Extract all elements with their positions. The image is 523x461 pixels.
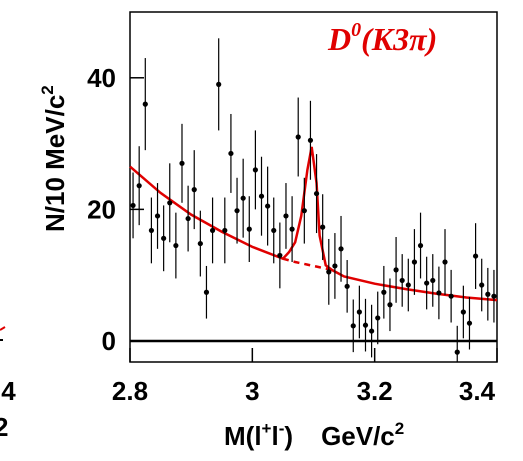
y-axis-label: N/10 MeV/c2: [38, 85, 70, 232]
background-curve: [282, 257, 333, 272]
data-point: [191, 187, 197, 193]
data-point: [167, 200, 173, 206]
data-point: [161, 235, 167, 241]
data-point: [228, 150, 234, 157]
plot-frame: [129, 11, 498, 363]
data-point: [265, 203, 271, 209]
data-point: [442, 259, 448, 265]
data-point: [387, 302, 393, 308]
data-point: [295, 134, 301, 140]
data-point: [289, 226, 295, 232]
data-point: [485, 291, 491, 297]
data-point: [375, 315, 381, 321]
chart-title: D0(K3π): [327, 19, 437, 57]
x-label-sup: +: [262, 419, 272, 438]
y-tick-label: 40: [87, 63, 116, 93]
x-label-part: ): [284, 421, 293, 451]
data-point: [344, 283, 350, 289]
data-point: [393, 267, 399, 273]
data-point: [472, 253, 479, 259]
y-tick-label: 20: [87, 194, 116, 224]
data-point: [154, 213, 161, 219]
data-point: [203, 289, 210, 295]
data-point: [277, 252, 283, 259]
data-point: [216, 81, 222, 87]
data-point: [460, 309, 466, 315]
cropped-label: .4: [0, 376, 16, 406]
data-point: [240, 195, 246, 201]
data-point: [448, 293, 454, 299]
data-point: [350, 323, 356, 329]
data-point: [271, 227, 277, 234]
data-point: [142, 101, 148, 107]
data-point: [491, 293, 497, 299]
data-point: [479, 282, 485, 288]
x-tick-label: 3: [245, 376, 259, 406]
data-point: [246, 226, 252, 232]
data-point: [332, 263, 338, 269]
y-label-text: N/10 MeV/c: [40, 95, 70, 232]
data-point: [197, 240, 203, 247]
x-axis-label: M(l+l-) GeV/c2: [224, 419, 404, 451]
data-point: [411, 259, 418, 265]
data-point: [466, 320, 473, 326]
data-point: [179, 160, 185, 166]
data-point: [381, 289, 387, 295]
x-label-part: M(l: [224, 421, 262, 451]
data-point: [399, 277, 405, 284]
data-point: [424, 280, 430, 286]
data-point: [222, 227, 228, 234]
data-point: [326, 269, 332, 275]
data-point: [252, 167, 258, 173]
x-tick-label: 2.8: [112, 376, 148, 406]
data-point: [234, 208, 240, 214]
x-label-part: l: [271, 421, 278, 451]
cropped-curve: [0, 326, 6, 331]
x-tick-label: 3.2: [357, 376, 393, 406]
data-point: [430, 277, 436, 284]
y-label-sup: 2: [38, 85, 57, 94]
data-point: [417, 242, 424, 249]
y-tick-label: 0: [102, 326, 116, 356]
data-point: [130, 202, 136, 209]
data-point: [338, 246, 344, 252]
data-point: [173, 242, 179, 249]
cropped-label: 2: [0, 412, 8, 442]
data-point: [307, 137, 314, 143]
data-point: [148, 227, 155, 234]
data-point: [454, 349, 460, 355]
x-label-unit: GeV/c: [321, 421, 395, 451]
title-text: D: [327, 21, 351, 57]
x-label-sup: -: [279, 419, 285, 438]
title-sup: 0: [351, 19, 361, 41]
title-rest: (K3π): [361, 21, 437, 57]
cropped-left-panel: .4 2: [0, 326, 16, 442]
data-point: [313, 190, 320, 197]
data-point: [185, 215, 191, 222]
data-point: [320, 224, 326, 230]
data-point: [436, 290, 442, 296]
data-point: [362, 322, 369, 328]
x-tick-label: 3.4: [459, 376, 496, 406]
x-label-sup: 2: [395, 419, 404, 438]
data-point: [301, 208, 307, 214]
data-point: [136, 183, 142, 189]
data-point: [405, 282, 411, 288]
data-point: [258, 193, 265, 199]
data-point: [209, 227, 216, 234]
data-point: [356, 309, 362, 315]
fit-curve: [129, 146, 498, 302]
data-point: [369, 328, 375, 334]
data-point: [283, 213, 289, 219]
